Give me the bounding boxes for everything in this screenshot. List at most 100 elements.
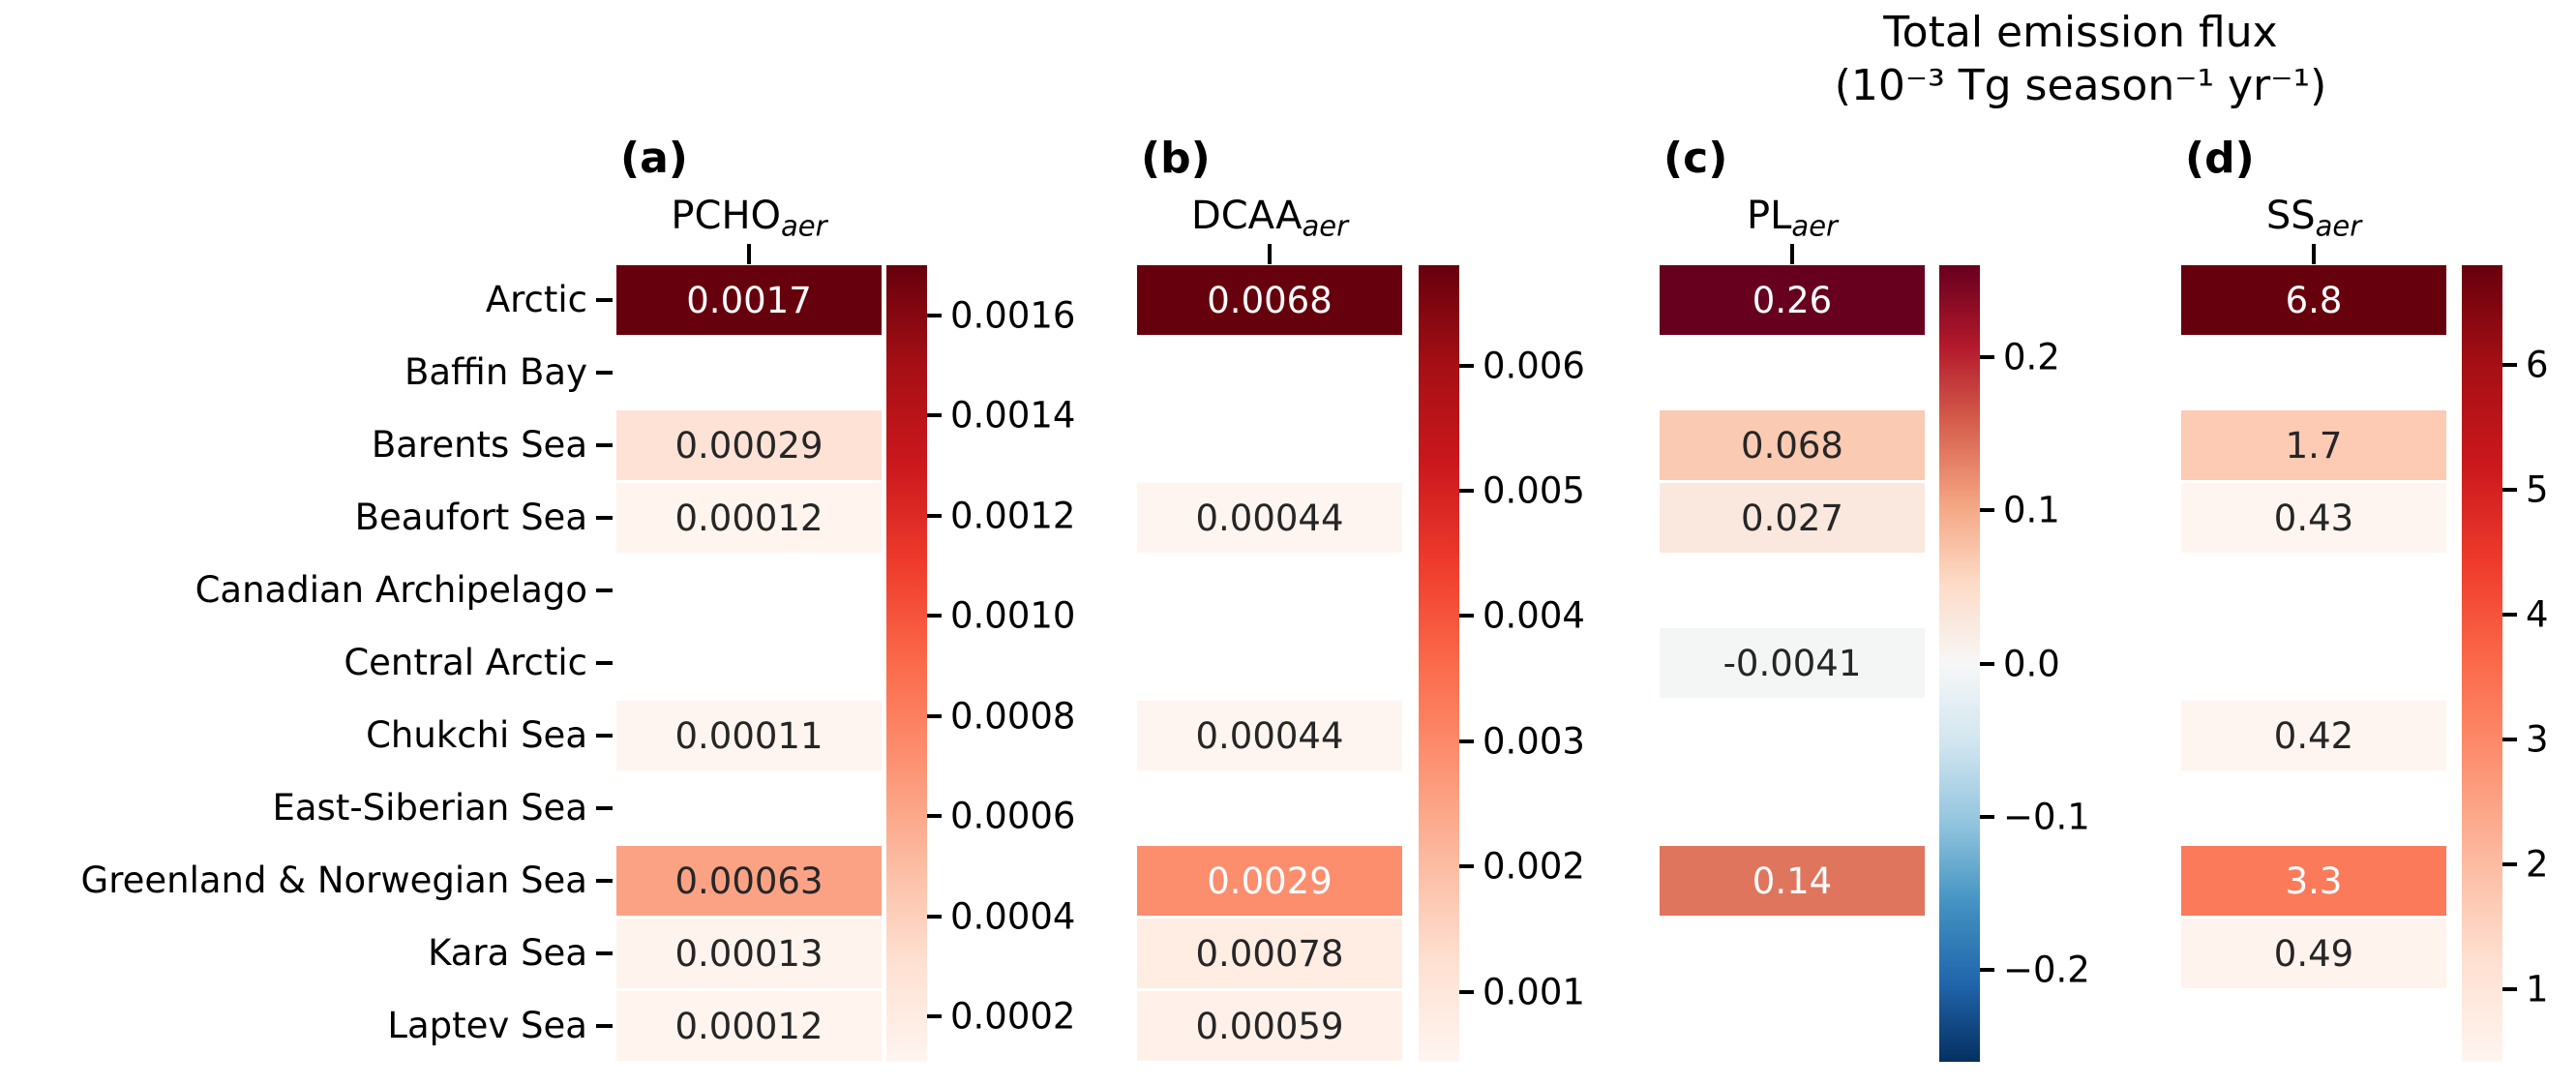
colorbar (2462, 265, 2502, 1062)
colorbar-tick-label: 0.0014 (950, 394, 1076, 437)
row-label: Central Arctic (344, 642, 587, 683)
colorbar-tick-label: 0.0006 (950, 795, 1076, 837)
heatmap-cell: 0.0068 (1137, 265, 1402, 335)
species-subscript: aer (781, 209, 827, 243)
species-name: PL (1747, 194, 1792, 238)
heatmap-cell: 0.00012 (616, 483, 882, 553)
y-axis-tick (596, 806, 613, 810)
heatmap-cell: 0.00063 (616, 846, 882, 916)
panel-letter: (d) (2185, 134, 2255, 183)
colorbar-tick (1459, 989, 1474, 994)
heatmap-cell: 0.49 (2181, 919, 2446, 988)
colorbar-tick-label: 6 (2526, 344, 2549, 386)
colorbar-tick-label: 0.0 (2003, 643, 2060, 684)
colorbar-tick-label: 0.005 (1483, 469, 1585, 512)
colorbar-tick-label: 0.0016 (950, 294, 1076, 337)
colorbar-tick-label: 0.001 (1483, 971, 1585, 1013)
column-title: PCHOaer (616, 194, 882, 242)
colorbar-tick (2502, 363, 2517, 368)
colorbar-tick-label: 0.002 (1483, 845, 1585, 888)
colorbar-tick-label: 0.006 (1483, 345, 1585, 387)
colorbar-tick (2502, 613, 2517, 618)
row-label: Canadian Archipelago (195, 569, 587, 611)
species-subscript: aer (1791, 209, 1838, 243)
heatmap-cell: 0.00012 (616, 991, 882, 1061)
y-axis-tick (596, 879, 613, 883)
colorbar-tick (2502, 862, 2517, 867)
x-axis-tick (2312, 244, 2316, 264)
column-title: PLaer (1660, 194, 1925, 242)
row-label: Laptev Sea (387, 1005, 587, 1046)
colorbar-tick-label: 1 (2526, 968, 2549, 1011)
colorbar-tick-label: 0.0002 (950, 995, 1076, 1038)
species-name: SS (2265, 194, 2316, 238)
y-axis-tick (596, 951, 613, 955)
heatmap-cell: 0.027 (1660, 483, 1925, 553)
colorbar-tick-label: 0.004 (1483, 594, 1585, 637)
row-label: Chukchi Sea (366, 714, 587, 756)
y-axis-tick (596, 371, 613, 375)
colorbar-tick-label: 5 (2526, 468, 2549, 511)
colorbar-tick (2502, 488, 2517, 493)
colorbar-tick-label: 0.003 (1483, 720, 1585, 763)
colorbar-tick (927, 513, 942, 518)
y-axis-tick (596, 588, 613, 592)
colorbar-tick-label: 0.0004 (950, 895, 1076, 938)
species-name: DCAA (1190, 194, 1303, 238)
colorbar-tick (2502, 738, 2517, 742)
colorbar-tick (1980, 661, 1994, 666)
colorbar-tick (1459, 614, 1474, 618)
colorbar-tick (2502, 987, 2517, 992)
colorbar-tick (927, 1014, 942, 1019)
row-label: Baffin Bay (404, 351, 587, 393)
row-label: East-Siberian Sea (272, 787, 587, 829)
heatmap-cell: 6.8 (2181, 265, 2446, 335)
heatmap-cell: 0.42 (2181, 701, 2446, 770)
colorbar-tick-label: −0.2 (2003, 949, 2090, 991)
heatmap-cell: 0.43 (2181, 483, 2446, 553)
y-axis-tick (596, 661, 613, 665)
colorbar (1419, 265, 1459, 1062)
row-label: Arctic (485, 279, 587, 320)
colorbar (1939, 265, 1980, 1062)
colorbar-tick (927, 713, 942, 718)
heatmap-cell: 3.3 (2181, 846, 2446, 916)
colorbar-tick (927, 814, 942, 819)
colorbar-tick (927, 313, 942, 317)
row-label: Kara Sea (428, 932, 587, 974)
y-axis-tick (596, 516, 613, 520)
colorbar (886, 265, 927, 1062)
heatmap-cell: 0.00029 (616, 410, 882, 480)
heatmap-cell: 0.068 (1660, 410, 1925, 480)
row-label: Barents Sea (371, 424, 587, 466)
figure-title: Total emission flux (10⁻³ Tg season⁻¹ yr… (1645, 6, 2516, 112)
x-axis-tick (1790, 244, 1794, 264)
y-axis-tick (596, 734, 613, 738)
x-axis-tick (747, 244, 751, 264)
row-label: Greenland & Norwegian Sea (80, 860, 587, 901)
heatmap-cell: 0.0029 (1137, 846, 1402, 916)
y-axis-tick (596, 298, 613, 302)
colorbar-tick (1459, 864, 1474, 869)
heatmap-cell: 0.00044 (1137, 483, 1402, 553)
heatmap-cell: -0.0041 (1660, 628, 1925, 698)
colorbar-tick (927, 914, 942, 919)
x-axis-tick (1268, 244, 1272, 264)
heatmap-cell: 0.00078 (1137, 919, 1402, 988)
colorbar-tick (1980, 814, 1994, 819)
colorbar-tick-label: 0.0008 (950, 695, 1076, 738)
colorbar-tick (1980, 508, 1994, 513)
colorbar-tick-label: 2 (2526, 843, 2549, 886)
y-axis-tick (596, 1024, 613, 1028)
colorbar-tick (927, 614, 942, 618)
colorbar-tick (1459, 363, 1474, 368)
heatmap-cell: 0.14 (1660, 846, 1925, 916)
panel-letter: (a) (620, 134, 688, 183)
heatmap-cell: 0.00044 (1137, 701, 1402, 770)
colorbar-tick (1980, 354, 1994, 359)
heatmap-cell: 0.00059 (1137, 991, 1402, 1061)
colorbar-tick (1459, 488, 1474, 493)
species-subscript: aer (1302, 209, 1349, 243)
colorbar-tick-label: −0.1 (2003, 796, 2090, 838)
